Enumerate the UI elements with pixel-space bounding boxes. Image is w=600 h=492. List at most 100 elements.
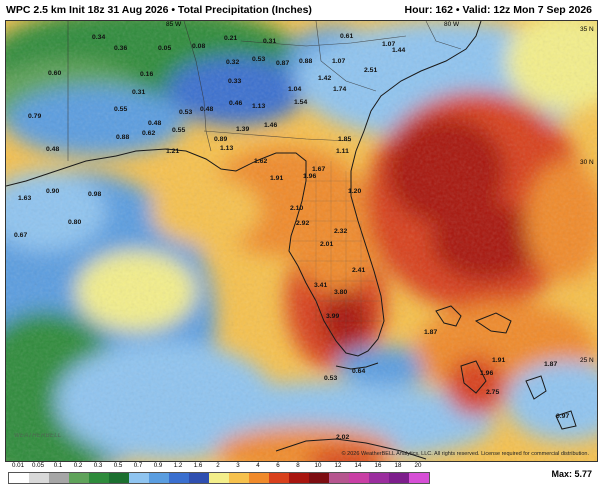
point-value: 0.62	[142, 130, 155, 137]
point-value: 1.85	[338, 136, 351, 143]
point-value: 0.05	[158, 45, 171, 52]
point-value: 0.34	[92, 34, 105, 41]
legend-tick-label: 4	[256, 462, 260, 469]
point-value: 0.60	[48, 70, 61, 77]
legend-swatch	[229, 473, 249, 483]
copyright-notice: © 2026 WeatherBELL Analytics, LLC. All r…	[341, 451, 589, 457]
point-value: 1.54	[294, 99, 307, 106]
legend-tick-label: 20	[414, 462, 422, 469]
point-value: 1.62	[254, 158, 267, 165]
point-value: 1.11	[336, 148, 349, 155]
legend-swatch	[249, 473, 269, 483]
legend-tick-label: 3	[236, 462, 240, 469]
point-value: 0.88	[116, 134, 129, 141]
point-value: 2.32	[334, 228, 347, 235]
point-value: 0.16	[140, 71, 153, 78]
point-value: 2.41	[352, 267, 365, 274]
lon-label-80w: 80 W	[444, 21, 460, 28]
point-value: 0.79	[28, 113, 41, 120]
map-title: WPC 2.5 km Init 18z 31 Aug 2026 • Total …	[6, 4, 312, 16]
precip-map[interactable]: 85 W 80 W 35 N 30 N 25 N 0.34 0.36 0.05 …	[5, 20, 598, 462]
point-value: 2.10	[290, 205, 303, 212]
legend-swatch	[269, 473, 289, 483]
point-value: 2.01	[320, 241, 333, 248]
legend-swatch	[29, 473, 49, 483]
point-value: 0.31	[263, 38, 276, 45]
point-value: 0.97	[556, 413, 569, 420]
weatherbell-logo: WEATHERBELL	[14, 429, 70, 447]
point-value: 0.64	[352, 368, 365, 375]
legend-tick-label: 0.7	[133, 462, 143, 469]
legend-tick-label: 14	[354, 462, 362, 469]
point-value: 2.51	[364, 67, 377, 74]
lat-label-35n: 35 N	[580, 26, 594, 33]
point-value: 2.02	[336, 434, 349, 441]
legend-tick-label: 0.05	[31, 462, 45, 469]
legend-swatch	[369, 473, 389, 483]
point-value: 1.63	[18, 195, 31, 202]
legend-tick-label: 8	[296, 462, 300, 469]
legend-tick-label: 18	[394, 462, 402, 469]
point-value: 0.48	[200, 106, 213, 113]
point-value: 0.08	[192, 43, 205, 50]
legend-tick-label: 12	[334, 462, 342, 469]
legend-swatch	[289, 473, 309, 483]
point-value: 0.87	[276, 60, 289, 67]
point-value: 1.96	[480, 370, 493, 377]
legend-swatch	[309, 473, 329, 483]
point-value: 1.87	[424, 329, 437, 336]
point-value: 1.91	[270, 175, 283, 182]
point-value: 0.55	[172, 127, 185, 134]
point-value: 1.67	[312, 166, 325, 173]
legend-tick-label: 1.2	[173, 462, 183, 469]
point-value: 0.53	[324, 375, 337, 382]
point-value: 1.07	[382, 41, 395, 48]
legend-tick-label: 0.5	[113, 462, 123, 469]
legend-swatch	[69, 473, 89, 483]
coastlines	[6, 21, 577, 460]
point-value: 2.75	[486, 389, 499, 396]
legend-swatch	[169, 473, 189, 483]
point-value: 2.92	[296, 220, 309, 227]
legend-swatch	[209, 473, 229, 483]
state-borders	[67, 21, 462, 161]
point-value: 0.53	[179, 109, 192, 116]
point-value: 0.67	[14, 232, 27, 239]
point-value: 1.13	[220, 145, 233, 152]
point-value: 0.46	[229, 100, 242, 107]
logo-text: WEATHERBELL	[14, 433, 62, 439]
point-value: 0.98	[88, 191, 101, 198]
header-bar: WPC 2.5 km Init 18z 31 Aug 2026 • Total …	[0, 0, 600, 20]
point-value: 0.90	[46, 188, 59, 195]
legend-swatch	[329, 473, 349, 483]
point-value: 0.48	[46, 146, 59, 153]
valid-time: Hour: 162 • Valid: 12z Mon 7 Sep 2026	[404, 4, 593, 16]
legend-swatch	[189, 473, 209, 483]
point-value: 1.91	[492, 357, 505, 364]
legend-tick-label: 0.01	[11, 462, 25, 469]
point-value: 0.31	[132, 89, 145, 96]
legend-tick-label: 1.6	[193, 462, 203, 469]
legend-swatch	[49, 473, 69, 483]
point-value: 1.74	[333, 86, 346, 93]
point-value: 3.41	[314, 282, 327, 289]
point-value: 1.39	[236, 126, 249, 133]
graticule-labels: 85 W 80 W 35 N 30 N 25 N	[166, 21, 594, 364]
legend-tick-label: 0.2	[73, 462, 83, 469]
point-value: 0.48	[148, 120, 161, 127]
lat-label-25n: 25 N	[580, 357, 594, 364]
county-lines	[292, 161, 382, 351]
point-value: 1.46	[264, 122, 277, 129]
point-value: 1.96	[303, 173, 316, 180]
point-value: 1.04	[288, 86, 301, 93]
legend-tick-label: 0.9	[153, 462, 163, 469]
point-value: 0.80	[68, 219, 81, 226]
point-value: 0.32	[226, 59, 239, 66]
point-value: 3.80	[334, 289, 347, 296]
legend-tick-label: 0.3	[93, 462, 103, 469]
legend-swatch	[109, 473, 129, 483]
legend-swatch	[9, 473, 29, 483]
legend-tick-label: 2	[216, 462, 220, 469]
legend-tick-label: 0.1	[53, 462, 63, 469]
